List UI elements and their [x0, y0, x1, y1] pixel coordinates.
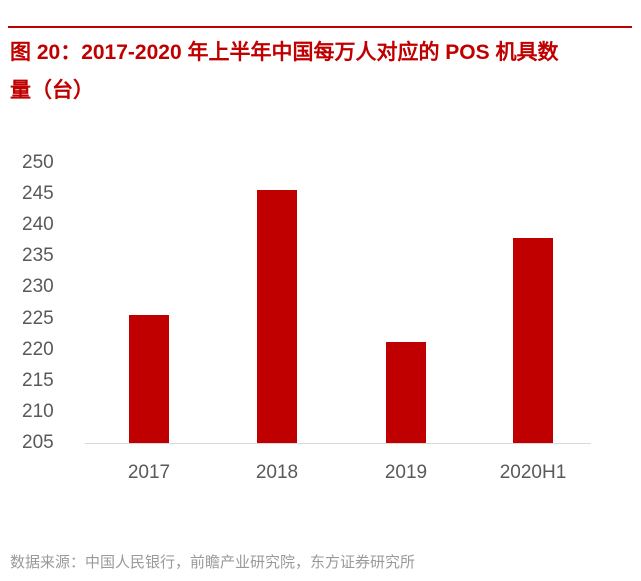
x-tick-label: 2019	[384, 462, 428, 483]
y-tick-label: 240	[22, 214, 54, 236]
x-axis-line	[85, 443, 591, 444]
y-tick-label: 210	[22, 400, 54, 422]
bar-2020H1	[513, 238, 553, 443]
y-tick-label: 205	[22, 432, 54, 453]
figure-title: 图 20：2017-2020 年上半年中国每万人对应的 POS 机具数 量（台）	[10, 34, 635, 110]
bar-2018	[257, 190, 297, 443]
y-tick-label: 245	[22, 183, 54, 205]
title-line-1: 图 20：2017-2020 年上半年中国每万人对应的 POS 机具数	[10, 41, 559, 64]
data-source-note: 数据来源：中国人民银行，前瞻产业研究院，东方证券研究所	[10, 554, 416, 571]
y-tick-label: 235	[22, 245, 54, 267]
title-rule	[8, 26, 632, 28]
title-line-2: 量（台）	[10, 79, 94, 102]
x-tick-label: 2018	[255, 462, 299, 483]
bar-2019	[386, 341, 426, 443]
y-tick-label: 250	[22, 152, 54, 173]
bar-2017	[129, 314, 169, 443]
y-tick-label: 215	[22, 369, 54, 391]
y-tick-label: 230	[22, 276, 54, 298]
x-tick-label: 2020H1	[499, 462, 567, 483]
bar-chart: 250 245 240 235 230 225 220 215 210 205 2017 2018 2…	[0, 140, 641, 500]
x-tick-label: 2017	[127, 462, 171, 483]
y-tick-label: 220	[22, 338, 54, 360]
y-tick-label: 225	[22, 307, 54, 329]
